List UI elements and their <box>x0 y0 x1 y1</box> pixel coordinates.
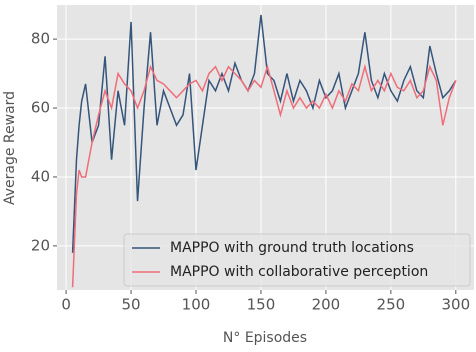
x-tick-label: 200 <box>312 296 341 314</box>
y-axis-label: Average Reward <box>2 91 18 205</box>
x-tick-label: 300 <box>441 296 470 314</box>
y-tick-label: 40 <box>31 167 50 185</box>
legend-label: MAPPO with ground truth locations <box>170 240 414 256</box>
series-line <box>71 14 457 253</box>
legend-box <box>123 233 471 287</box>
legend-label: MAPPO with collaborative perception <box>170 264 428 280</box>
x-tick-label: 150 <box>247 296 276 314</box>
x-tick-label: 250 <box>377 296 406 314</box>
y-tick-label: 80 <box>31 30 50 48</box>
x-axis-label: N° Episodes <box>223 330 307 346</box>
y-tick-label: 60 <box>31 99 50 117</box>
y-tick-label: 20 <box>31 236 50 254</box>
x-tick-label: 100 <box>182 296 211 314</box>
x-tick-label: 50 <box>121 296 140 314</box>
x-tick-label: 0 <box>61 296 71 314</box>
series-line <box>71 63 457 288</box>
